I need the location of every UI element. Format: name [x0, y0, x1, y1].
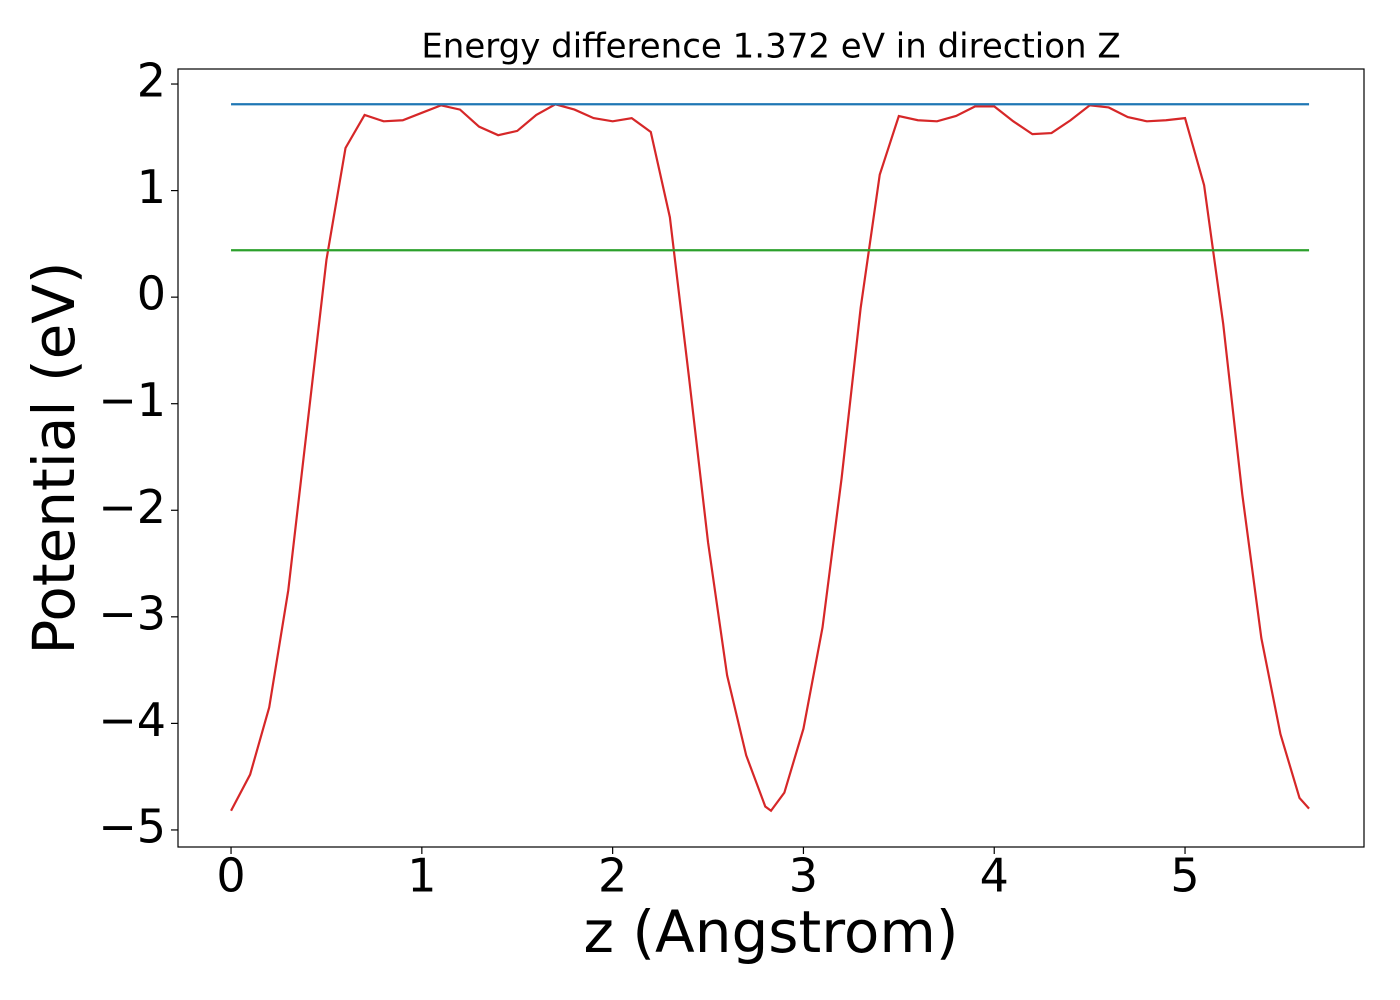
x-tick-label: 2: [598, 849, 627, 903]
y-tick-label: −1: [98, 373, 166, 427]
x-tick-label: 5: [1170, 849, 1199, 903]
y-tick-label: 2: [137, 54, 166, 108]
x-axis-label: z (Angstrom): [584, 898, 959, 966]
y-tick-label: −4: [98, 693, 166, 747]
data-line: [230, 103, 1310, 813]
y-tick-label: −3: [98, 586, 166, 640]
chart-title: Energy difference 1.372 eV in direction …: [421, 27, 1120, 67]
y-tick-label: −2: [98, 480, 166, 534]
x-tick-label: 4: [980, 849, 1009, 903]
x-tick-label: 0: [216, 849, 245, 903]
y-tick-label: 0: [137, 267, 166, 321]
x-tick-label: 3: [789, 849, 818, 903]
y-tick-label: 1: [137, 160, 166, 214]
x-tick-label: 1: [407, 849, 436, 903]
y-tick-label: −5: [98, 799, 166, 853]
y-axis-label: Potential (eV): [20, 261, 88, 654]
plot-frame: [177, 68, 1365, 848]
